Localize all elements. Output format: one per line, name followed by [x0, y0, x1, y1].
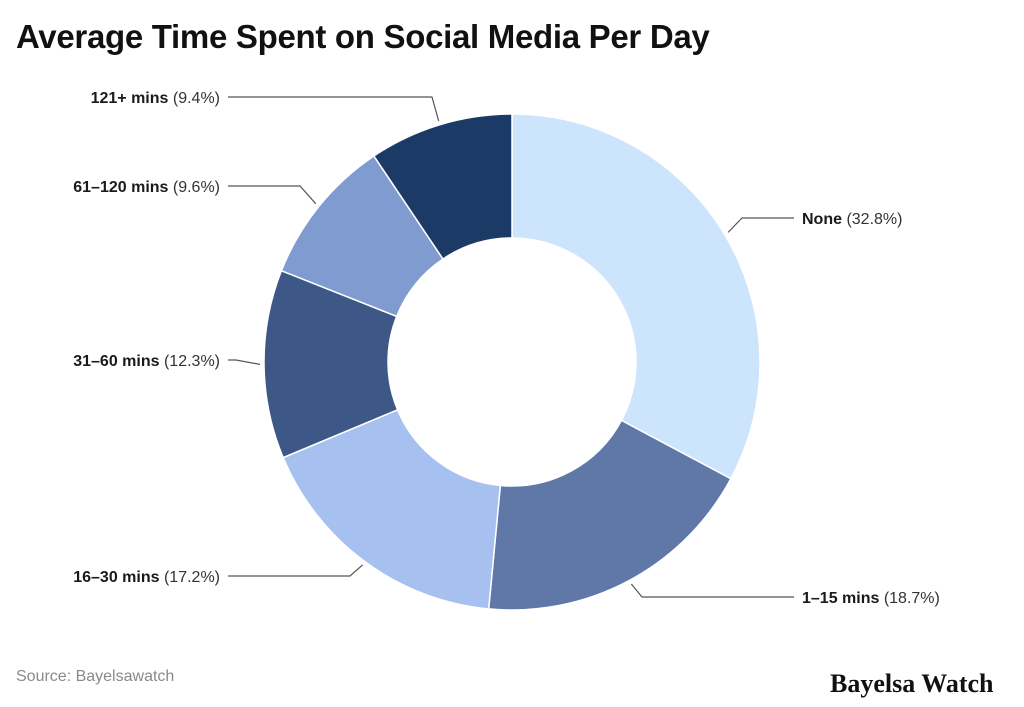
leader-line [228, 185, 317, 205]
slice-1-15-mins [487, 419, 732, 611]
slice-label: 31–60 mins (12.3%) [73, 353, 220, 370]
slice-label-percent: (12.3%) [164, 353, 220, 370]
slice-label-percent: (17.2%) [164, 569, 220, 586]
slice-none [511, 113, 761, 480]
slice-labels: None (32.8%) 1–15 mins (18.7%) 16–30 mins … [73, 90, 940, 607]
slice-label-name: 1–15 mins [802, 590, 884, 607]
slice-label-name: None [802, 211, 846, 228]
slice-label-percent: (9.6%) [173, 179, 220, 196]
slice-label: 1–15 mins (18.7%) [802, 590, 940, 607]
leader-line [727, 217, 794, 233]
slice-label-name: 16–30 mins [73, 569, 164, 586]
leader-line [228, 96, 440, 122]
slice-label: 61–120 mins (9.6%) [73, 179, 220, 196]
slice-label-name: 31–60 mins [73, 353, 164, 370]
slice-121-mins [372, 113, 513, 261]
slice-label-percent: (18.7%) [884, 590, 940, 607]
source-note: Source: Bayelsawatch [16, 668, 175, 685]
slice-label: 121+ mins (9.4%) [91, 90, 220, 107]
slice-label-name: 61–120 mins [73, 179, 173, 196]
leader-lines [228, 96, 794, 598]
slice-label-percent: (32.8%) [846, 211, 902, 228]
leader-line [228, 359, 261, 365]
brand-logo: Bayelsa Watch [830, 669, 994, 698]
leader-line [630, 583, 794, 598]
slice-label-percent: (9.4%) [173, 90, 220, 107]
slice-16-30-mins [282, 408, 502, 610]
slice-label: None (32.8%) [802, 211, 902, 228]
leader-line [228, 564, 363, 577]
slice-label: 16–30 mins (17.2%) [73, 569, 220, 586]
chart-title: Average Time Spent on Social Media Per D… [16, 18, 710, 55]
slice-label-name: 121+ mins [91, 90, 173, 107]
donut-slices [263, 113, 761, 611]
